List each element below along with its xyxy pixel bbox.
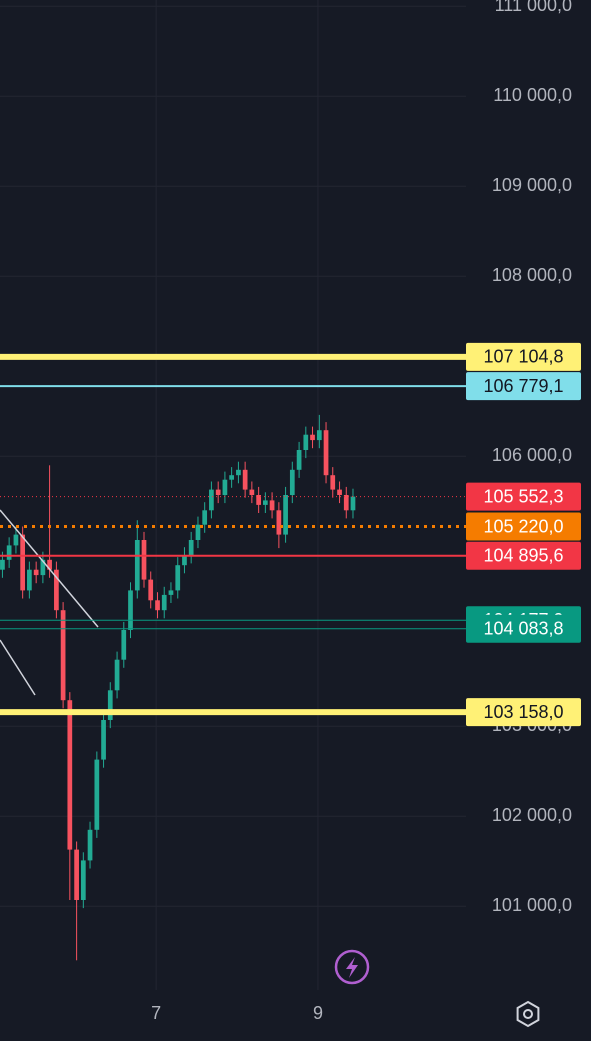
price-label: 106 779,1: [483, 376, 563, 396]
candle-body: [330, 475, 336, 490]
price-label: 104 895,6: [483, 545, 563, 565]
settings-icon-center: [523, 1009, 533, 1019]
candle-body: [283, 495, 288, 535]
candle-body: [215, 489, 221, 495]
candle-body: [47, 559, 52, 570]
candle-body: [316, 430, 322, 441]
candle-body: [323, 430, 329, 476]
price-label: 104 083,8: [483, 619, 563, 639]
candle-body: [350, 496, 356, 511]
candle-body: [148, 579, 154, 601]
candle-body: [222, 479, 228, 495]
candle-body: [343, 495, 349, 511]
candle-body: [182, 555, 187, 566]
candle-body: [94, 759, 100, 830]
candle-body: [209, 489, 214, 511]
price-label-box: [466, 342, 581, 371]
candle-body: [141, 540, 147, 580]
candle-body: [33, 569, 39, 576]
candle-body: [121, 630, 127, 660]
candle-body: [310, 434, 315, 441]
x-tick-label: 7: [151, 1003, 161, 1023]
candle-body: [202, 510, 208, 525]
candle-body: [27, 569, 32, 591]
y-tick-label: 101 000,0: [492, 895, 572, 915]
candle-body: [134, 540, 140, 591]
candle-body: [236, 469, 241, 476]
candle-body: [242, 469, 248, 490]
price-label-box: [466, 698, 581, 727]
candle-body: [289, 469, 295, 495]
candle-body: [54, 569, 59, 611]
candle-body: [74, 849, 79, 900]
replay-button[interactable]: [334, 949, 370, 985]
lightning-icon: [346, 957, 358, 978]
candle-body: [40, 559, 46, 576]
y-tick-label: 108 000,0: [492, 265, 572, 285]
y-tick-label: 109 000,0: [492, 175, 572, 195]
trend-line: [0, 509, 99, 628]
x-tick-label: 9: [313, 1003, 323, 1023]
candle-body: [337, 489, 342, 495]
candle-body: [195, 524, 201, 540]
candle-body: [20, 534, 26, 591]
price-label-box: [466, 614, 581, 643]
candle-body: [155, 600, 160, 611]
price-label: 105 220,0: [483, 516, 563, 536]
price-label-box: [466, 541, 581, 570]
trend-line: [0, 639, 36, 696]
candles: [0, 414, 356, 961]
candle-body: [0, 559, 5, 570]
candle-body: [296, 450, 302, 470]
y-tick-label: 102 000,0: [492, 805, 572, 825]
settings-button[interactable]: [516, 1000, 540, 1028]
candle-body: [249, 489, 255, 495]
candle-body: [269, 500, 275, 511]
y-tick-label: 111 000,0: [495, 0, 572, 15]
candle-body: [263, 500, 268, 505]
candle-body: [303, 434, 309, 450]
candle-body: [128, 590, 133, 630]
candle-body: [161, 594, 167, 611]
price-label-box: [466, 372, 581, 401]
icon-circle: [334, 949, 370, 985]
candle-body: [188, 540, 194, 556]
candle-body: [229, 475, 234, 480]
candle-body: [114, 659, 120, 691]
candle-body: [60, 610, 66, 701]
settings-icon: [516, 1000, 540, 1028]
candle-body: [256, 495, 262, 505]
price-label: 103 158,0: [483, 702, 563, 722]
candle-body: [168, 590, 174, 595]
candle-body: [6, 545, 12, 560]
candle-body: [80, 860, 86, 900]
candle-body: [107, 690, 113, 720]
candle-body: [13, 534, 19, 546]
price-label: 107 104,8: [483, 347, 563, 367]
candle-body: [276, 510, 282, 535]
y-tick-label: 110 000,0: [493, 85, 572, 105]
price-label-box: [466, 512, 581, 541]
price-label-box: [466, 482, 581, 511]
y-tick-label: 106 000,0: [492, 445, 572, 465]
candle-body: [67, 700, 73, 850]
candle-body: [175, 565, 181, 591]
candle-body: [101, 720, 106, 760]
candle-body: [87, 829, 93, 861]
price-lines: 107 104,8 106 779,1 105 552,3 105 220,0 104 …: [0, 342, 581, 727]
grid: [0, 0, 466, 990]
price-label: 105 552,3: [483, 486, 563, 506]
